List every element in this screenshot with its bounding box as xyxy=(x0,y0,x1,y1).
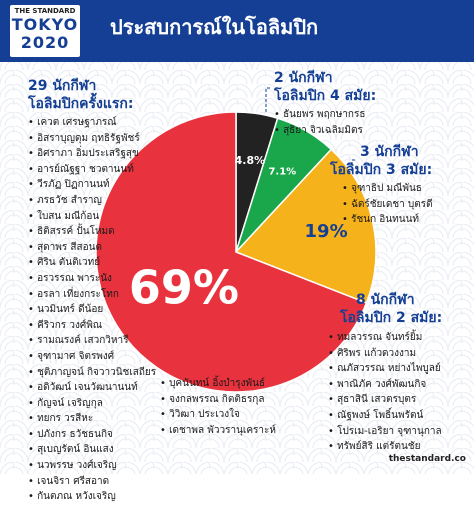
group-first-names-extra: บุคนันทน์ อิ้งบำรุงพันธ์จงกลพรรณ กิตติธร… xyxy=(160,376,276,438)
slice-label: 19% xyxy=(305,221,348,242)
group-four-title-line1: 2 นักกีฬา xyxy=(274,70,333,86)
athlete-name: ธิติสรรค์ ปั้นโหมด xyxy=(28,224,156,240)
athlete-name: อารย์ณัฐฐา ชวตานนท์ xyxy=(28,162,156,178)
group-three-title-line2: โอลิมปิก 3 สมัย: xyxy=(330,162,433,178)
group-two-names: ทมลวรรณ จันทร์ยิ้มศิริพร แก้วดวงงามณภัสว… xyxy=(328,330,442,455)
athlete-name: ศิริน ตันติเวทย์ xyxy=(28,255,156,271)
athlete-name: ปภังกร ธวัชธนกิจ xyxy=(28,427,156,443)
athlete-name: ฉัตร์ชัยเดชา บุตรดี xyxy=(342,197,433,213)
athlete-name: กัญจน์ เจริญกุล xyxy=(28,396,156,412)
athlete-name: จงกลพรรณ กิตติธรกุล xyxy=(160,392,276,408)
group-first-title-line2: โอลิมปิกครั้งแรก: xyxy=(28,96,134,112)
athlete-name: ภรธวัช สำราญ xyxy=(28,193,156,209)
athlete-name: สุเบญรัตน์ อินแสง xyxy=(28,442,156,458)
athlete-name: พาณิภัค วงศ์พัฒนกิจ xyxy=(328,377,442,393)
athlete-name: ศิริพร แก้วดวงงาม xyxy=(328,346,442,362)
logo-top-text: THE STANDARD xyxy=(14,7,76,15)
group-two-title-line2: โอลิมปิก 2 สมัย: xyxy=(340,310,443,326)
athlete-name: เจนจิรา ศรีสอาด xyxy=(28,474,156,490)
slice-label: 7.1% xyxy=(268,167,296,178)
athlete-name: นวมินทร์ ดีน้อย xyxy=(28,302,156,318)
athlete-name: สุดาพร สีสอนด xyxy=(28,240,156,256)
athlete-name: อรวรรณ พาระนัง xyxy=(28,271,156,287)
athlete-name: นวพรรษ วงศ์เจริญ xyxy=(28,458,156,474)
athlete-name: วีรภัฏ ปิฏกานนท์ xyxy=(28,177,156,193)
source-footer: thestandard.co xyxy=(388,454,466,464)
logo-year-text: 2020 xyxy=(20,33,70,52)
pie-chart: 4.8%7.1%19%69% xyxy=(95,87,377,393)
athlete-name: รามณรงค์ เสวกวิหารี xyxy=(28,333,156,349)
athlete-name: อดิวัฒน์ เจนวัฒนานนท์ xyxy=(28,380,156,396)
athlete-name: ทรัพย์สิริ แต่รัตนชัย xyxy=(328,439,442,455)
athlete-name: วิวิฒา ประเวงใจ xyxy=(160,407,276,423)
athlete-name: ทมลวรรณ จันทร์ยิ้ม xyxy=(328,330,442,346)
athlete-name: บุคนันทน์ อิ้งบำรุงพันธ์ xyxy=(160,376,276,392)
header-bar: THE STANDARD TOKYO 2020 ประสบการณ์ในโอลิ… xyxy=(0,0,474,62)
logo-tokyo-text: TOKYO xyxy=(11,15,79,34)
group-two-title-line1: 8 นักกีฬา xyxy=(356,292,415,308)
group-four-names: ธันยพร พฤกษากรธสุธิยา จิวเฉลิมมิตร xyxy=(274,107,365,138)
athlete-name: ชุติภาญจน์ กิจวาวนิชเสถียร xyxy=(28,365,156,381)
athlete-name: ทยกร วรสีหะ xyxy=(28,411,156,427)
athlete-name: ณภัสวรรณ หย่างไพบูลย์ xyxy=(328,361,442,377)
group-four-title-line2: โอลิมปิก 4 สมัย: xyxy=(274,88,377,104)
athlete-name: อิศราภา อิ่มประเสริฐสุข xyxy=(28,146,156,162)
athlete-name: รัชนก อินทนนท์ xyxy=(342,212,433,228)
athlete-name: โปรเม-เอริยา จุฑานุกาล xyxy=(328,424,442,440)
group-first-names: เควต เศรษฐาภรณ์อิสราบุญดุม ฤทธิรัฐพัชร์อ… xyxy=(28,115,156,505)
tokyo-2020-logo: THE STANDARD TOKYO 2020 xyxy=(10,5,80,57)
athlete-name: ธันยพร พฤกษากรธ xyxy=(274,107,365,123)
athlete-name: กันตภณ หวังเจริญ xyxy=(28,489,156,505)
athlete-name: คีริวกร วงศ์พิณ xyxy=(28,318,156,334)
athlete-name: ณัฐพงษ์ โพธิ์นพรัตน์ xyxy=(328,408,442,424)
athlete-name: ใบสน มณีก้อน xyxy=(28,209,156,225)
athlete-name: จุฑาธิป มณีพันธ xyxy=(342,181,433,197)
athlete-name: สุธิยา จิวเฉลิมมิตร xyxy=(274,123,365,139)
athlete-name: เดชาพล พัววรานุเคราะห์ xyxy=(160,423,276,439)
athlete-name: จุฑามาศ จิตรพงศ์ xyxy=(28,349,156,365)
athlete-name: สุธาสินี เสวตรบุตร xyxy=(328,392,442,408)
page-title: ประสบการณ์ในโอลิมปิก xyxy=(110,15,319,39)
connector-line xyxy=(265,87,272,112)
athlete-name: อิสราบุญดุม ฤทธิรัฐพัชร์ xyxy=(28,131,156,147)
group-first-title-line1: 29 นักกีฬา xyxy=(28,78,97,94)
slice-label: 4.8% xyxy=(235,154,266,167)
athlete-name: อรลา เที่ยงกระโทก xyxy=(28,287,156,303)
group-three-title-line1: 3 นักกีฬา xyxy=(360,144,419,160)
group-three-names: จุฑาธิป มณีพันธฉัตร์ชัยเดชา บุตรดีรัชนก … xyxy=(342,181,433,228)
athlete-name: เควต เศรษฐาภรณ์ xyxy=(28,115,156,131)
